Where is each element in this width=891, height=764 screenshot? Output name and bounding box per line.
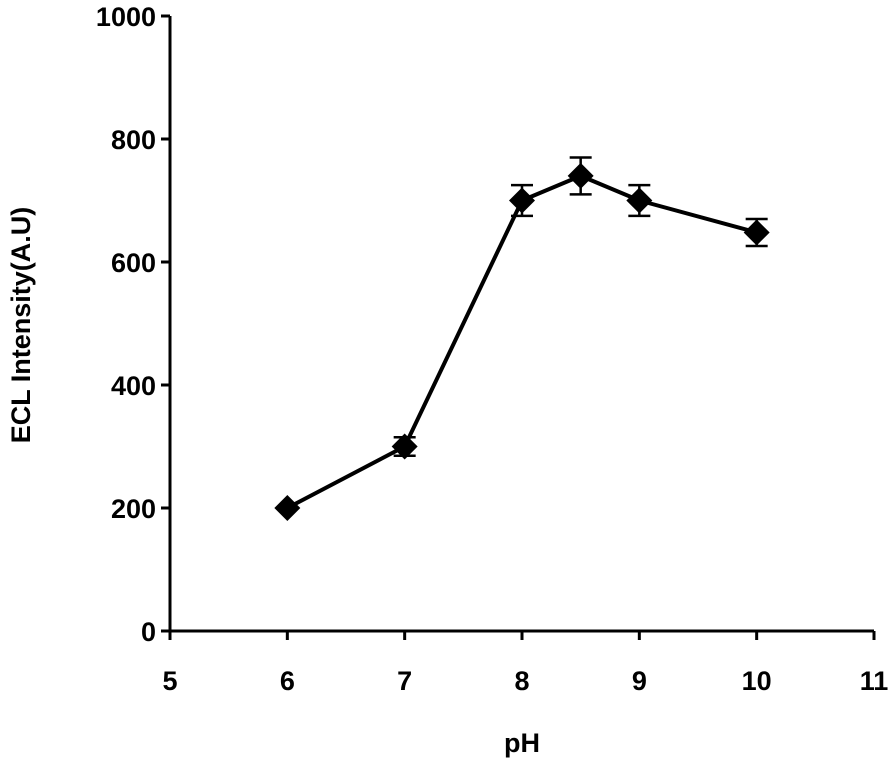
data-point-diamond [274,495,301,521]
y-tick-label: 800 [111,125,156,155]
y-axis-ticks: 0 200 400 600 800 1000 [96,2,170,647]
y-tick-label: 200 [111,494,156,524]
x-axis-title: pH [504,728,540,758]
data-point-diamond [567,162,594,189]
y-axis-title: ECL Intensity(A.U) [6,207,36,444]
x-tick-label: 5 [162,666,177,696]
y-tick-label: 1000 [96,2,156,32]
x-axis-ticks: 5 6 7 8 9 10 11 [162,631,888,696]
x-tick-label: 11 [860,666,889,696]
y-tick-label: 600 [111,248,156,278]
data-point-diamond [391,433,418,460]
data-point-diamond [626,187,653,214]
data-point-diamond [743,219,770,246]
data-point-diamond [509,187,535,214]
x-tick-label: 6 [280,666,295,696]
x-tick-label: 8 [514,666,529,696]
x-tick-label: 9 [632,666,647,696]
series-layer [274,156,770,521]
y-tick-label: 400 [111,371,156,401]
x-tick-label: 10 [742,666,772,696]
y-tick-label: 0 [141,617,156,647]
x-tick-label: 7 [397,666,412,696]
plot-area [168,16,874,633]
series-line [286,173,758,510]
